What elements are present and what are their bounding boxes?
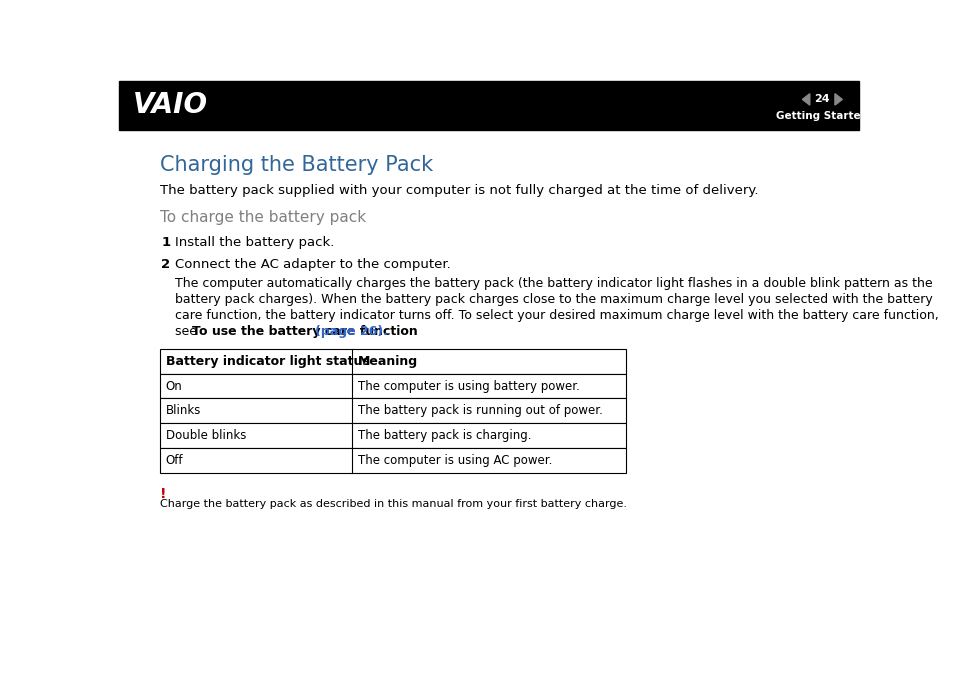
Bar bbox=[160, 423, 625, 448]
Text: battery pack charges). When the battery pack charges close to the maximum charge: battery pack charges). When the battery … bbox=[174, 293, 931, 305]
Text: Blinks: Blinks bbox=[166, 404, 201, 417]
Text: The computer is using AC power.: The computer is using AC power. bbox=[357, 454, 552, 467]
Polygon shape bbox=[834, 94, 841, 105]
Text: The computer automatically charges the battery pack (the battery indicator light: The computer automatically charges the b… bbox=[174, 276, 931, 290]
Text: VAIO: VAIO bbox=[132, 91, 208, 119]
Text: care function, the battery indicator turns off. To select your desired maximum c: care function, the battery indicator tur… bbox=[174, 309, 938, 321]
Text: Getting Started: Getting Started bbox=[776, 111, 867, 121]
Text: The battery pack is running out of power.: The battery pack is running out of power… bbox=[357, 404, 602, 417]
Text: Install the battery pack.: Install the battery pack. bbox=[174, 235, 334, 249]
Text: On: On bbox=[166, 379, 182, 392]
Text: The computer is using battery power.: The computer is using battery power. bbox=[357, 379, 579, 392]
Text: Off: Off bbox=[166, 454, 183, 467]
Text: Double blinks: Double blinks bbox=[166, 429, 246, 442]
Bar bbox=[119, 81, 858, 129]
Text: To use the battery care function: To use the battery care function bbox=[192, 325, 421, 338]
Text: !: ! bbox=[160, 487, 166, 501]
Text: Meaning: Meaning bbox=[357, 355, 417, 367]
Bar bbox=[160, 348, 625, 373]
Text: Charge the battery pack as described in this manual from your first battery char: Charge the battery pack as described in … bbox=[160, 499, 626, 509]
Text: Connect the AC adapter to the computer.: Connect the AC adapter to the computer. bbox=[174, 258, 450, 271]
Text: see: see bbox=[174, 325, 200, 338]
Text: The battery pack is charging.: The battery pack is charging. bbox=[357, 429, 531, 442]
Bar bbox=[160, 398, 625, 423]
Text: Battery indicator light status: Battery indicator light status bbox=[166, 355, 369, 367]
Text: 24: 24 bbox=[814, 94, 829, 104]
Text: (page 26).: (page 26). bbox=[314, 325, 388, 338]
Text: 1: 1 bbox=[161, 235, 171, 249]
Bar bbox=[160, 373, 625, 398]
Text: To charge the battery pack: To charge the battery pack bbox=[160, 210, 366, 224]
Bar bbox=[160, 448, 625, 473]
Text: 2: 2 bbox=[161, 258, 171, 271]
Text: Charging the Battery Pack: Charging the Battery Pack bbox=[160, 154, 433, 175]
Text: The battery pack supplied with your computer is not fully charged at the time of: The battery pack supplied with your comp… bbox=[160, 183, 758, 197]
Polygon shape bbox=[801, 94, 809, 105]
